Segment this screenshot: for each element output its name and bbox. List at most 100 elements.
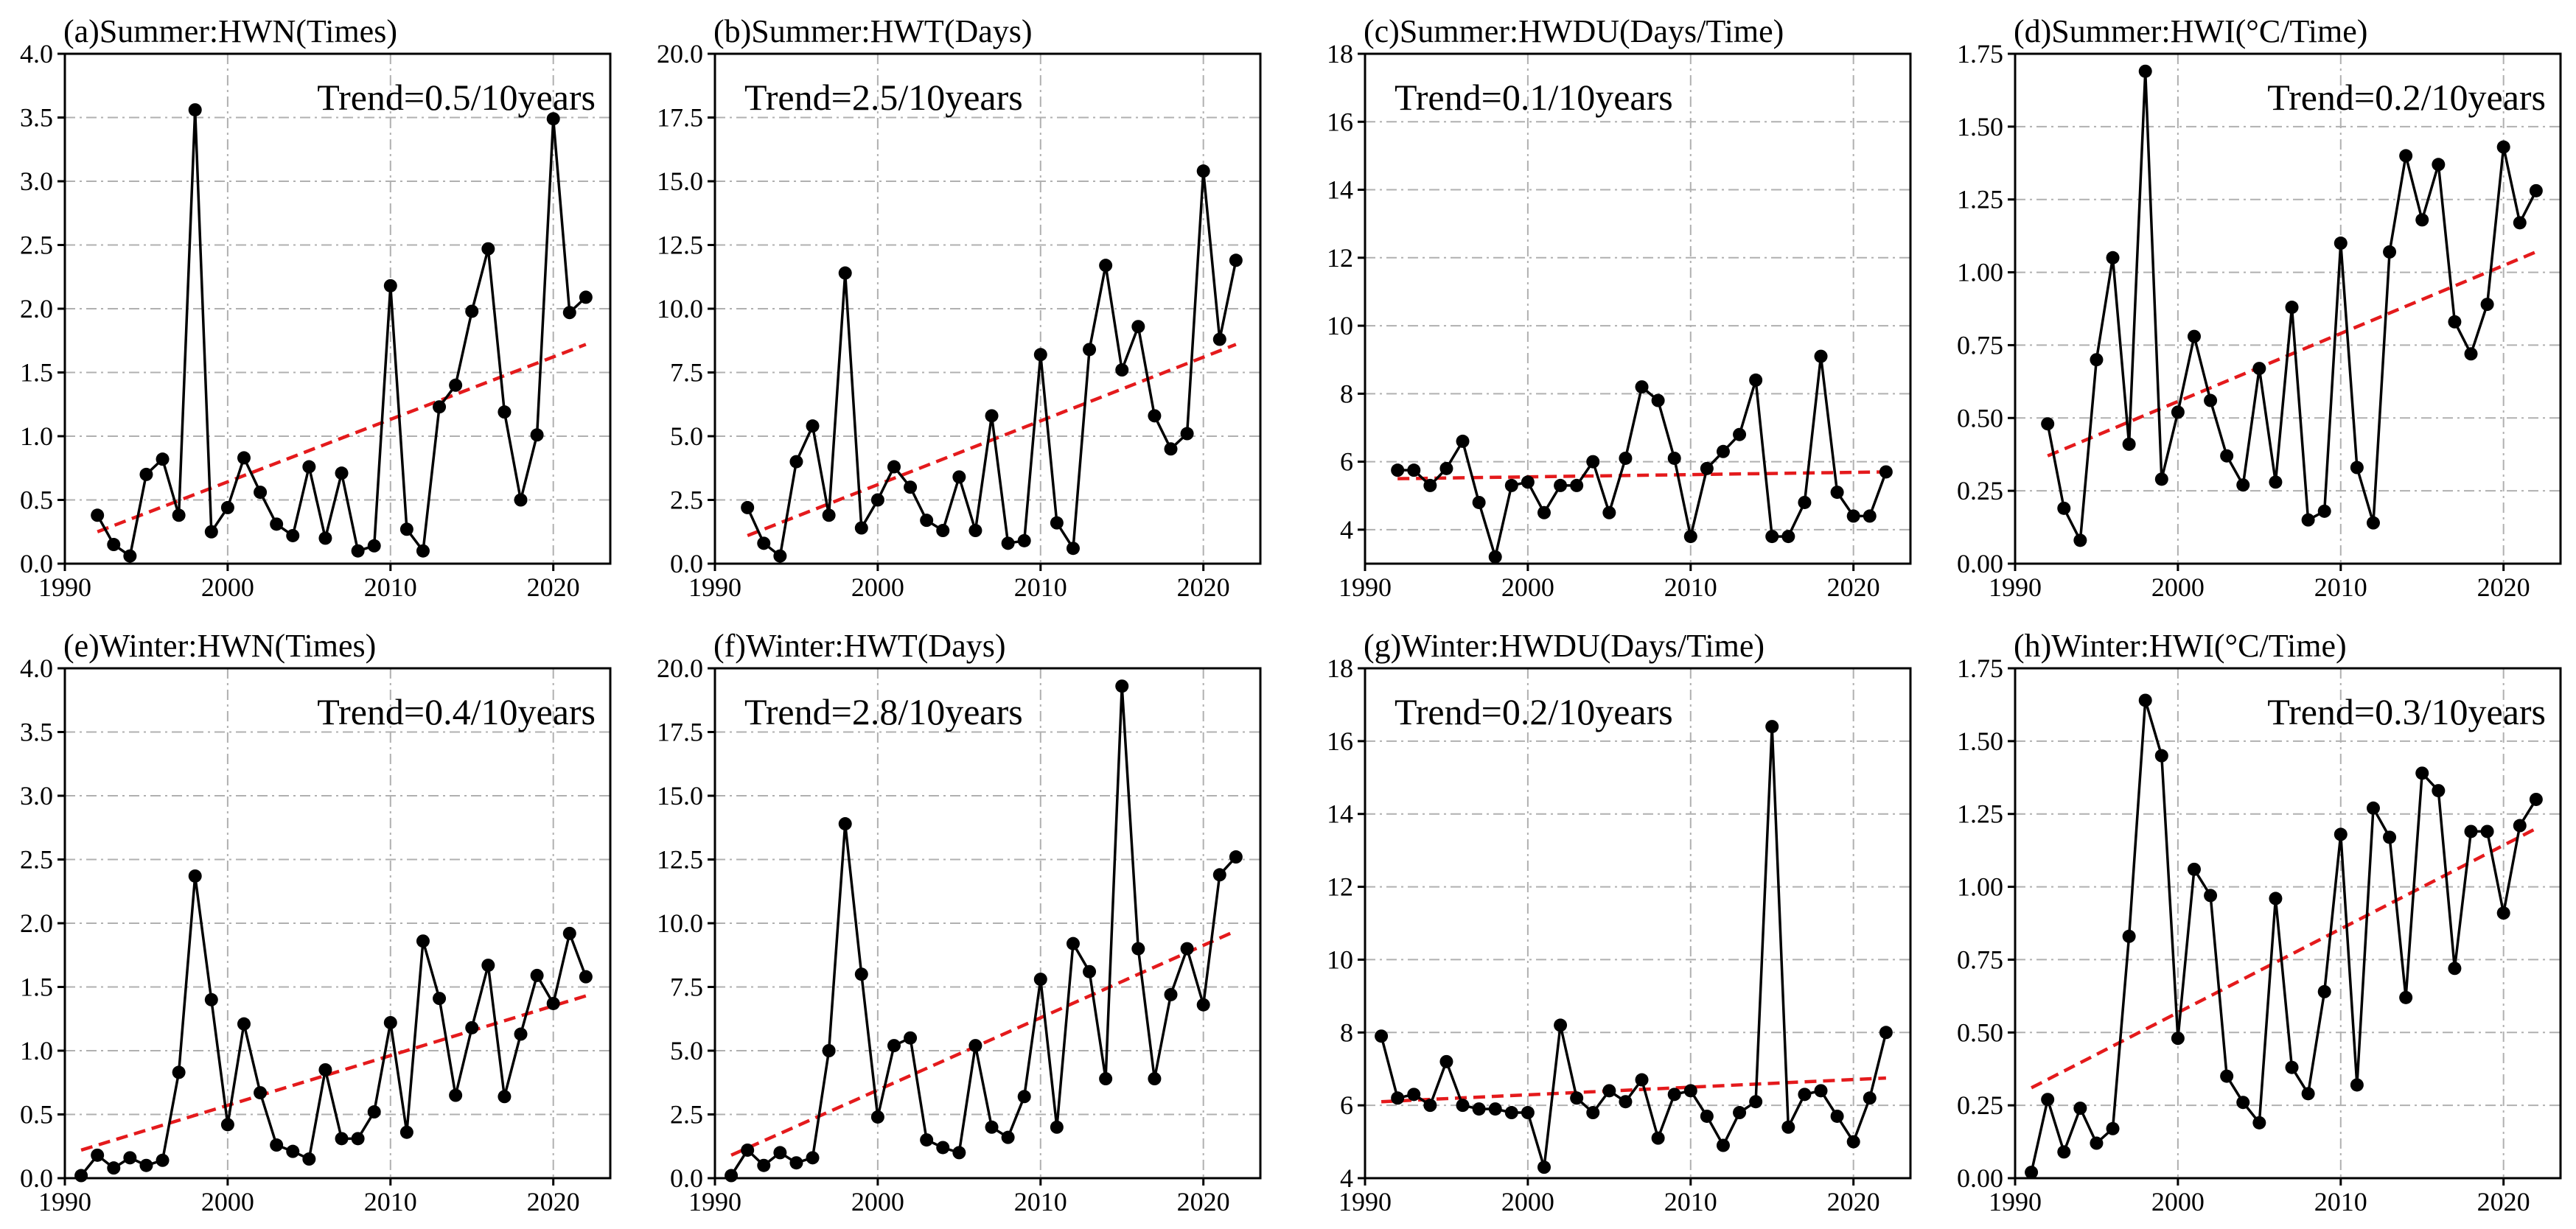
trend-annotation: Trend=0.1/10years xyxy=(1395,77,1673,118)
x-tick-label: 1990 xyxy=(38,1187,91,1216)
data-point xyxy=(1375,1029,1389,1043)
data-point xyxy=(2432,158,2446,172)
data-point xyxy=(2350,461,2364,475)
data-point xyxy=(1716,1138,1730,1152)
data-point xyxy=(2448,315,2462,329)
plot-frame xyxy=(1364,667,1912,1180)
panel-5: (e)Winter:HWN(Times) 1990 2000 2010 2020 0.0 0… xyxy=(20,628,612,1216)
data-point xyxy=(1635,380,1649,394)
data-point xyxy=(416,934,430,948)
y-tick-label: 10 xyxy=(1327,311,1353,340)
data-point xyxy=(2448,962,2462,976)
data-point xyxy=(399,1125,413,1139)
data-point xyxy=(985,409,999,423)
data-point xyxy=(1798,1088,1812,1102)
data-point xyxy=(530,428,544,442)
data-point xyxy=(1830,1109,1844,1123)
y-tick-label: 0.00 xyxy=(1957,549,2003,578)
data-point xyxy=(2269,892,2283,906)
panel-title: (e)Winter:HWN(Times) xyxy=(63,628,376,664)
grid xyxy=(715,54,1260,564)
trend-line xyxy=(80,994,587,1152)
data-point xyxy=(2301,513,2315,527)
data-point xyxy=(985,1120,999,1134)
series-markers xyxy=(74,869,593,1183)
data-point xyxy=(139,467,153,481)
y-tick-label: 12 xyxy=(1327,872,1353,902)
x-tick-label: 2010 xyxy=(2314,1187,2367,1216)
data-point xyxy=(1001,536,1015,550)
y-tick-label: 8 xyxy=(1340,1018,1353,1047)
y-tick-label: 3.0 xyxy=(20,781,53,810)
plot-frame xyxy=(63,667,612,1180)
ticks: 1990 2000 2010 2020 4 6 8 10 12 14 16 18 xyxy=(1327,654,1880,1216)
y-tick-label: 0.0 xyxy=(20,549,53,578)
data-point xyxy=(725,1169,739,1183)
y-tick-label: 15.0 xyxy=(657,167,703,196)
data-point xyxy=(318,1062,332,1076)
y-tick-label: 2.0 xyxy=(20,294,53,323)
panel-6: (f)Winter:HWT(Days) 1990 2000 2010 2020 0.0 2.… xyxy=(657,628,1262,1216)
data-point xyxy=(2106,1121,2120,1135)
data-point xyxy=(1391,1091,1405,1105)
data-point xyxy=(904,480,918,494)
y-tick-label: 14 xyxy=(1327,799,1353,829)
y-tick-label: 0.75 xyxy=(1957,330,2003,360)
ticks: 1990 2000 2010 2020 0.00 0.25 0.50 0.75 1.00 1.25… xyxy=(1957,654,2530,1216)
data-point xyxy=(870,493,884,507)
trend-annotation: Trend=0.2/10years xyxy=(2267,77,2546,118)
y-tick-label: 0.50 xyxy=(1957,403,2003,433)
data-point xyxy=(1456,434,1470,448)
data-point xyxy=(351,1132,365,1146)
data-point xyxy=(2301,1087,2315,1101)
data-point xyxy=(91,1148,105,1162)
y-tick-label: 1.00 xyxy=(1957,872,2003,902)
data-point xyxy=(2415,766,2429,780)
y-tick-label: 5.0 xyxy=(670,421,703,451)
data-point xyxy=(465,304,479,318)
data-point xyxy=(220,1118,234,1132)
data-point xyxy=(1180,427,1194,441)
data-point xyxy=(302,460,316,474)
data-point xyxy=(302,1152,316,1166)
panel-2: (b)Summer:HWT(Days) 1990 2000 2010 2020 0.0 2.… xyxy=(657,13,1262,602)
data-point xyxy=(2464,347,2478,361)
series-markers xyxy=(2041,64,2543,547)
data-point xyxy=(107,538,121,552)
data-point xyxy=(481,959,495,973)
panel-4: (d)Summer:HWI(°C/Time) 1990 2000 2010 2020 0.… xyxy=(1957,13,2562,602)
data-point xyxy=(2285,301,2299,315)
y-tick-label: 1.25 xyxy=(1957,799,2003,829)
data-point xyxy=(1814,1084,1828,1098)
ticks: 1990 2000 2010 2020 0.0 2.5 5.0 7.5 10.0 12.5 15.0… xyxy=(657,39,1230,602)
data-point xyxy=(1164,987,1178,1001)
x-tick-label: 2010 xyxy=(1664,573,1717,602)
x-tick-label: 1990 xyxy=(1338,1187,1392,1216)
data-point xyxy=(1683,1084,1697,1098)
data-point xyxy=(1391,463,1405,477)
data-point xyxy=(1749,373,1763,387)
x-tick-label: 2020 xyxy=(527,1187,580,1216)
data-point xyxy=(952,1146,966,1160)
data-point xyxy=(514,493,528,507)
data-point xyxy=(530,968,544,982)
grid xyxy=(2015,54,2561,564)
trend-line xyxy=(2047,250,2537,458)
y-tick-label: 0.0 xyxy=(20,1163,53,1193)
data-point xyxy=(1148,1072,1162,1086)
data-point xyxy=(286,1144,300,1158)
data-point xyxy=(1488,1102,1502,1116)
y-tick-label: 4.0 xyxy=(20,654,53,683)
data-point xyxy=(1700,461,1714,475)
data-point xyxy=(2285,1060,2299,1074)
data-point xyxy=(1099,259,1113,273)
data-point xyxy=(270,517,284,531)
data-point xyxy=(1033,973,1047,987)
data-point xyxy=(1863,509,1877,523)
data-point xyxy=(1749,1095,1763,1109)
data-point xyxy=(188,103,202,117)
data-point xyxy=(757,1158,771,1172)
data-point xyxy=(367,1105,381,1119)
y-tick-label: 0.50 xyxy=(1957,1018,2003,1047)
data-point xyxy=(1439,1054,1453,1068)
